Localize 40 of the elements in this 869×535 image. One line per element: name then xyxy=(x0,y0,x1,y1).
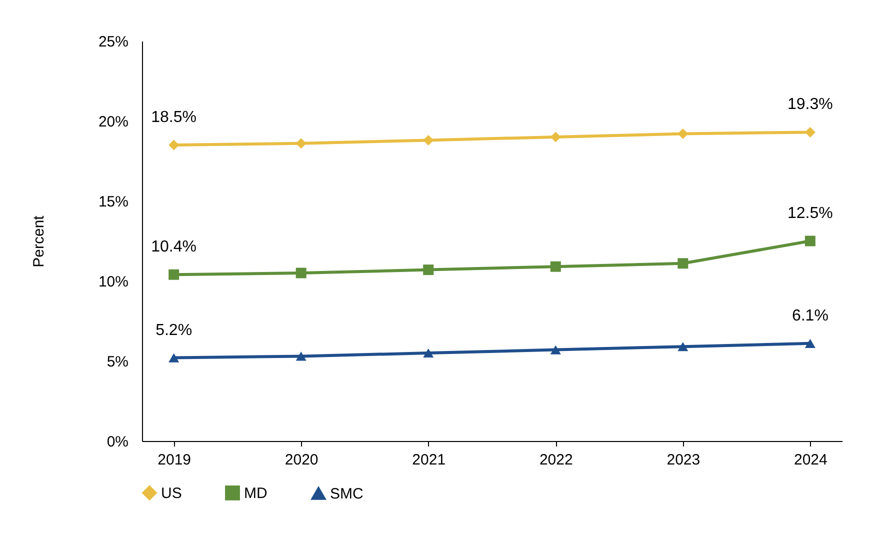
point xyxy=(296,268,306,278)
point xyxy=(678,342,688,352)
data-label: 12.5% xyxy=(787,205,833,222)
point xyxy=(804,126,816,138)
y-tick-label: 20% xyxy=(98,114,128,130)
x-tick-label: 2021 xyxy=(412,452,446,468)
x-tick-label: 2023 xyxy=(666,452,700,468)
point xyxy=(423,264,434,276)
point xyxy=(168,140,180,150)
legend-label: US xyxy=(161,484,182,502)
legend-label: SMC xyxy=(330,485,364,502)
point xyxy=(550,345,561,354)
legend-label: MD xyxy=(244,484,268,502)
data-label: 6.1% xyxy=(792,307,828,324)
y-axis-title: Percent xyxy=(30,214,48,268)
data-label: 19.3% xyxy=(787,96,833,114)
point xyxy=(804,338,816,348)
data-label: 10.4% xyxy=(151,238,197,256)
x-tick-label: 2020 xyxy=(284,452,318,468)
y-tick-label: 10% xyxy=(98,274,128,290)
point xyxy=(550,132,561,142)
point xyxy=(168,353,180,362)
point xyxy=(296,138,306,149)
point xyxy=(550,261,561,272)
point xyxy=(678,128,688,140)
x-tick-label: 2019 xyxy=(158,452,192,468)
y-tick-label: 0% xyxy=(106,434,128,450)
point xyxy=(804,236,816,246)
point xyxy=(168,269,180,280)
y-tick-label: 25% xyxy=(98,34,128,50)
point xyxy=(296,352,306,361)
point xyxy=(423,134,434,146)
point xyxy=(678,258,688,269)
y-tick-label: 5% xyxy=(106,354,128,370)
x-tick-label: 2022 xyxy=(539,452,573,468)
data-label: 18.5% xyxy=(151,109,197,126)
data-label: 5.2% xyxy=(156,322,192,339)
x-tick-label: 2024 xyxy=(794,452,828,468)
point xyxy=(423,348,434,358)
y-tick-label: 15% xyxy=(98,194,128,210)
